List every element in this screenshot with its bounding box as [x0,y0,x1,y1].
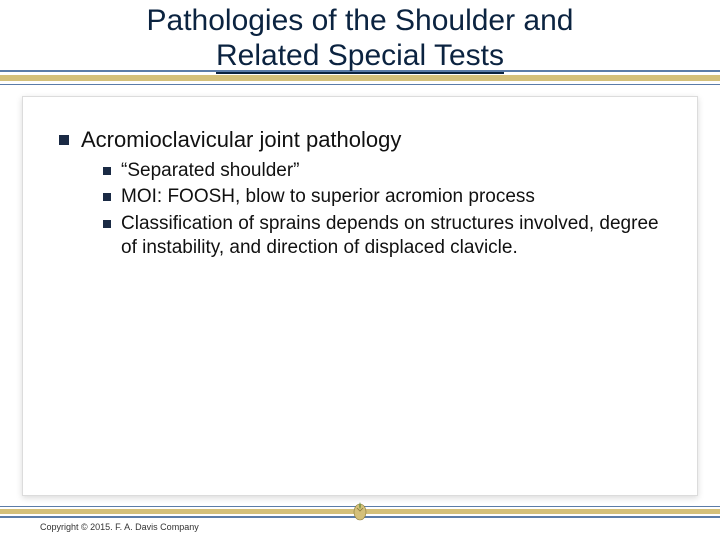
sub-bullet-list: “Separated shoulder” MOI: FOOSH, blow to… [103,159,661,260]
bullet-level-2-text: Classification of sprains depends on str… [121,212,661,261]
bullet-level-2-text: “Separated shoulder” [121,159,300,183]
bullet-level-2: Classification of sprains depends on str… [103,212,661,261]
square-bullet-icon [103,167,111,175]
footer-band: Copyright © 2015. F. A. Davis Company [0,506,720,540]
bullet-level-2: MOI: FOOSH, blow to superior acromion pr… [103,185,661,209]
square-bullet-icon [103,193,111,201]
bullet-level-2: “Separated shoulder” [103,159,661,183]
content-card: Acromioclavicular joint pathology “Separ… [22,96,698,496]
bullet-level-1-text: Acromioclavicular joint pathology [81,127,401,153]
copyright-text: Copyright © 2015. F. A. Davis Company [40,522,199,532]
header-band: Pathologies of the Shoulder and Related … [0,0,720,86]
square-bullet-icon [103,220,111,228]
square-bullet-icon [59,135,69,145]
bullet-level-1: Acromioclavicular joint pathology [59,127,661,153]
title-line-1: Pathologies of the Shoulder and [147,4,574,37]
bullet-level-2-text: MOI: FOOSH, blow to superior acromion pr… [121,185,535,209]
slide-title: Pathologies of the Shoulder and Related … [0,4,720,73]
slide: Pathologies of the Shoulder and Related … [0,0,720,540]
publisher-logo-icon [350,498,370,522]
title-line-2: Related Special Tests [216,39,504,74]
